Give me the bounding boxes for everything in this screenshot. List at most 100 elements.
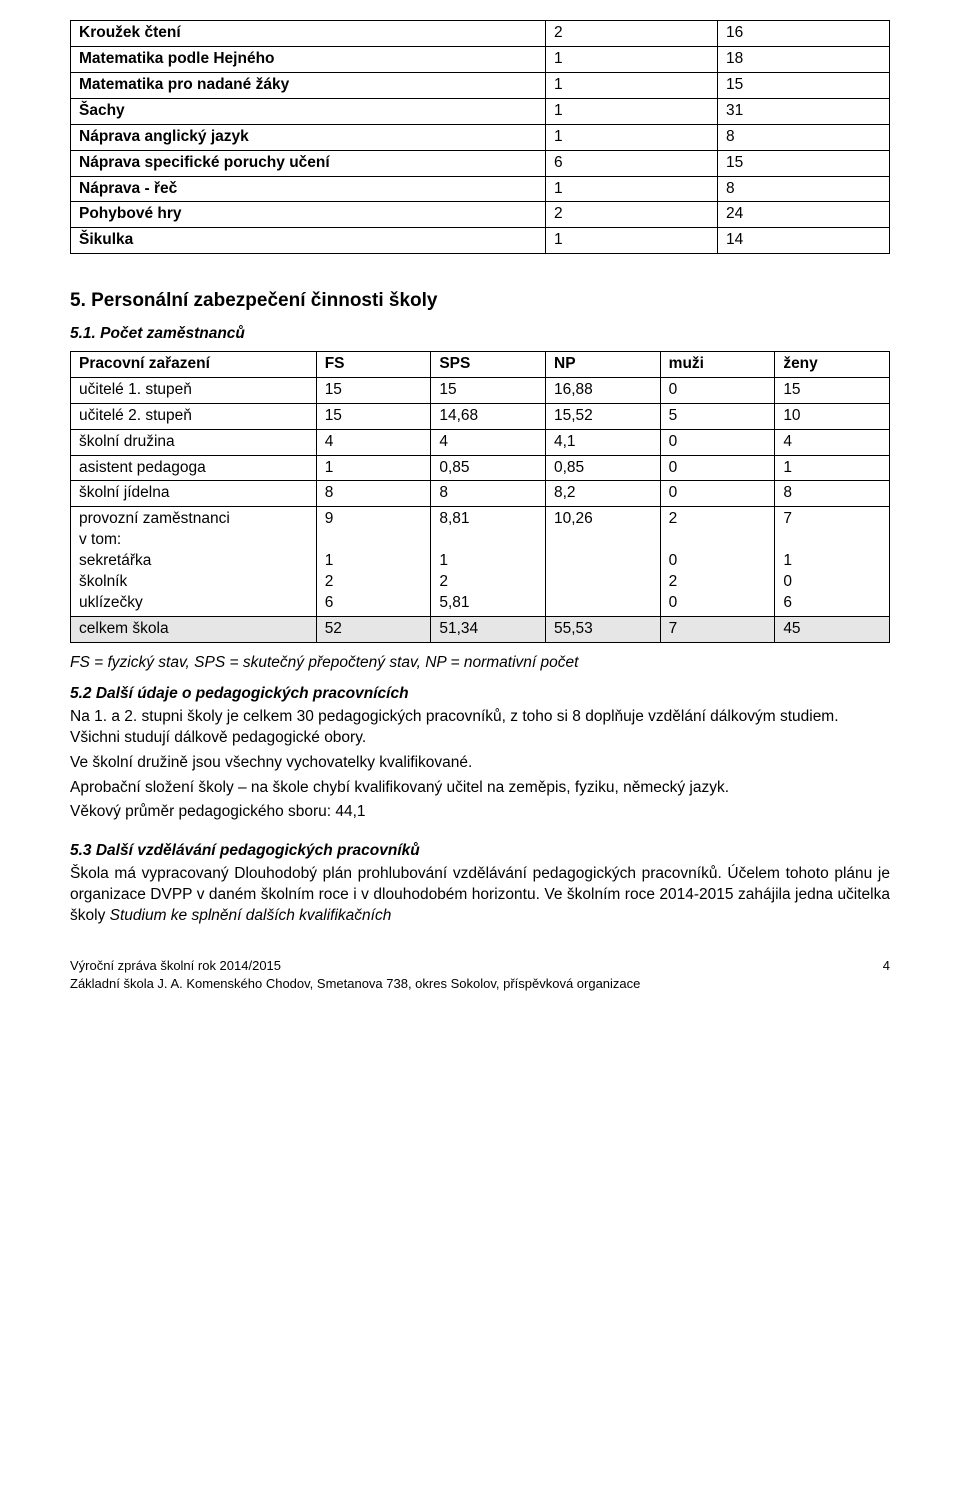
cell-value: 8 [718, 124, 890, 150]
column-header: NP [546, 351, 661, 377]
cell-label: Matematika pro nadané žáky [71, 72, 546, 98]
cell: 5 [660, 403, 775, 429]
cell: 0,85 [431, 455, 546, 481]
footer-left: Výroční zpráva školní rok 2014/2015 Zákl… [70, 957, 640, 992]
cell-value: 1 [546, 124, 718, 150]
cell-value: 1 [546, 228, 718, 254]
cell: 8 [316, 481, 431, 507]
section-5-2-heading: 5.2 Další údaje o pedagogických pracovní… [70, 684, 890, 705]
cell: 15 [775, 377, 890, 403]
cell-value: 18 [718, 46, 890, 72]
cell: 4 [775, 429, 890, 455]
cell-value: 15 [718, 150, 890, 176]
cell-label: Šachy [71, 98, 546, 124]
cell: 45 [775, 617, 890, 643]
cell: 8 [431, 481, 546, 507]
cell: celkem škola [71, 617, 317, 643]
footer-line-2: Základní škola J. A. Komenského Chodov, … [70, 975, 640, 993]
cell-value: 1 [546, 46, 718, 72]
cell: učitelé 2. stupeň [71, 403, 317, 429]
cell: 0 [660, 455, 775, 481]
cell-label: Matematika podle Hejného [71, 46, 546, 72]
column-header: muži [660, 351, 775, 377]
cell: 15 [316, 377, 431, 403]
table-row: Matematika podle Hejného118 [71, 46, 890, 72]
cell: 9 1 2 6 [316, 507, 431, 617]
section-5-1-heading: 5.1. Počet zaměstnanců [70, 324, 890, 345]
table-row: Matematika pro nadané žáky115 [71, 72, 890, 98]
column-header: Pracovní zařazení [71, 351, 317, 377]
paragraph-5-3-a: Škola má vypracovaný Dlouhodobý plán pro… [70, 864, 890, 927]
section-5-3-heading: 5.3 Další vzdělávání pedagogických praco… [70, 841, 890, 862]
column-header: FS [316, 351, 431, 377]
footer-line-1: Výroční zpráva školní rok 2014/2015 [70, 957, 640, 975]
column-header: ženy [775, 351, 890, 377]
cell: 7 1 0 6 [775, 507, 890, 617]
cell: 16,88 [546, 377, 661, 403]
cell: školní družina [71, 429, 317, 455]
cell: asistent pedagoga [71, 455, 317, 481]
activities-table: Kroužek čtení216Matematika podle Hejného… [70, 20, 890, 254]
table-row: Kroužek čtení216 [71, 21, 890, 47]
cell: 51,34 [431, 617, 546, 643]
cell: 10,26 [546, 507, 661, 617]
cell-label: Šikulka [71, 228, 546, 254]
cell-label: Náprava specifické poruchy učení [71, 150, 546, 176]
table-row: Šachy131 [71, 98, 890, 124]
cell: 55,53 [546, 617, 661, 643]
cell: 0 [660, 429, 775, 455]
cell: 10 [775, 403, 890, 429]
cell: 52 [316, 617, 431, 643]
cell-value: 16 [718, 21, 890, 47]
cell: 0 [660, 481, 775, 507]
cell: 7 [660, 617, 775, 643]
footer-page-number: 4 [883, 957, 890, 992]
cell-value: 31 [718, 98, 890, 124]
column-header: SPS [431, 351, 546, 377]
table-row: učitelé 2. stupeň1514,6815,52510 [71, 403, 890, 429]
cell-value: 2 [546, 21, 718, 47]
cell: 4,1 [546, 429, 661, 455]
table-row: celkem škola5251,3455,53745 [71, 617, 890, 643]
paragraph-5-2-c: Aprobační složení školy – na škole chybí… [70, 778, 890, 799]
cell: učitelé 1. stupeň [71, 377, 317, 403]
paragraph-5-2-d: Věkový průměr pedagogického sboru: 44,1 [70, 802, 890, 823]
table-row: učitelé 1. stupeň151516,88015 [71, 377, 890, 403]
cell: 1 [316, 455, 431, 481]
cell: 15 [316, 403, 431, 429]
cell: 0,85 [546, 455, 661, 481]
cell-value: 1 [546, 176, 718, 202]
table-row: provozní zaměstnanci v tom: sekretářka š… [71, 507, 890, 617]
page-footer: Výroční zpráva školní rok 2014/2015 Zákl… [70, 957, 890, 992]
cell: 8,2 [546, 481, 661, 507]
cell-value: 15 [718, 72, 890, 98]
table-legend: FS = fyzický stav, SPS = skutečný přepoč… [70, 653, 890, 674]
cell: 8,81 1 2 5,81 [431, 507, 546, 617]
cell-label: Kroužek čtení [71, 21, 546, 47]
cell-label: Náprava - řeč [71, 176, 546, 202]
cell-value: 2 [546, 202, 718, 228]
cell-value: 14 [718, 228, 890, 254]
table-row: školní jídelna888,208 [71, 481, 890, 507]
staff-table: Pracovní zařazeníFSSPSNPmužiženy učitelé… [70, 351, 890, 643]
cell: 4 [316, 429, 431, 455]
cell-label: Pohybové hry [71, 202, 546, 228]
cell-value: 6 [546, 150, 718, 176]
cell-value: 1 [546, 72, 718, 98]
table-row: Šikulka114 [71, 228, 890, 254]
cell: provozní zaměstnanci v tom: sekretářka š… [71, 507, 317, 617]
cell: 0 [660, 377, 775, 403]
cell: 15,52 [546, 403, 661, 429]
table-row: Náprava - řeč18 [71, 176, 890, 202]
table-row: asistent pedagoga10,850,8501 [71, 455, 890, 481]
section-5-heading: 5. Personální zabezpečení činnosti školy [70, 288, 890, 314]
paragraph-5-3-a-italic: Studium ke splnění dalších kvalifikačníc… [110, 907, 392, 924]
table-row: školní družina444,104 [71, 429, 890, 455]
cell-label: Náprava anglický jazyk [71, 124, 546, 150]
cell: 4 [431, 429, 546, 455]
table-row: Náprava anglický jazyk18 [71, 124, 890, 150]
table-row: Pohybové hry224 [71, 202, 890, 228]
cell: 1 [775, 455, 890, 481]
paragraph-5-2-a: Na 1. a 2. stupni školy je celkem 30 ped… [70, 707, 890, 749]
cell: 14,68 [431, 403, 546, 429]
